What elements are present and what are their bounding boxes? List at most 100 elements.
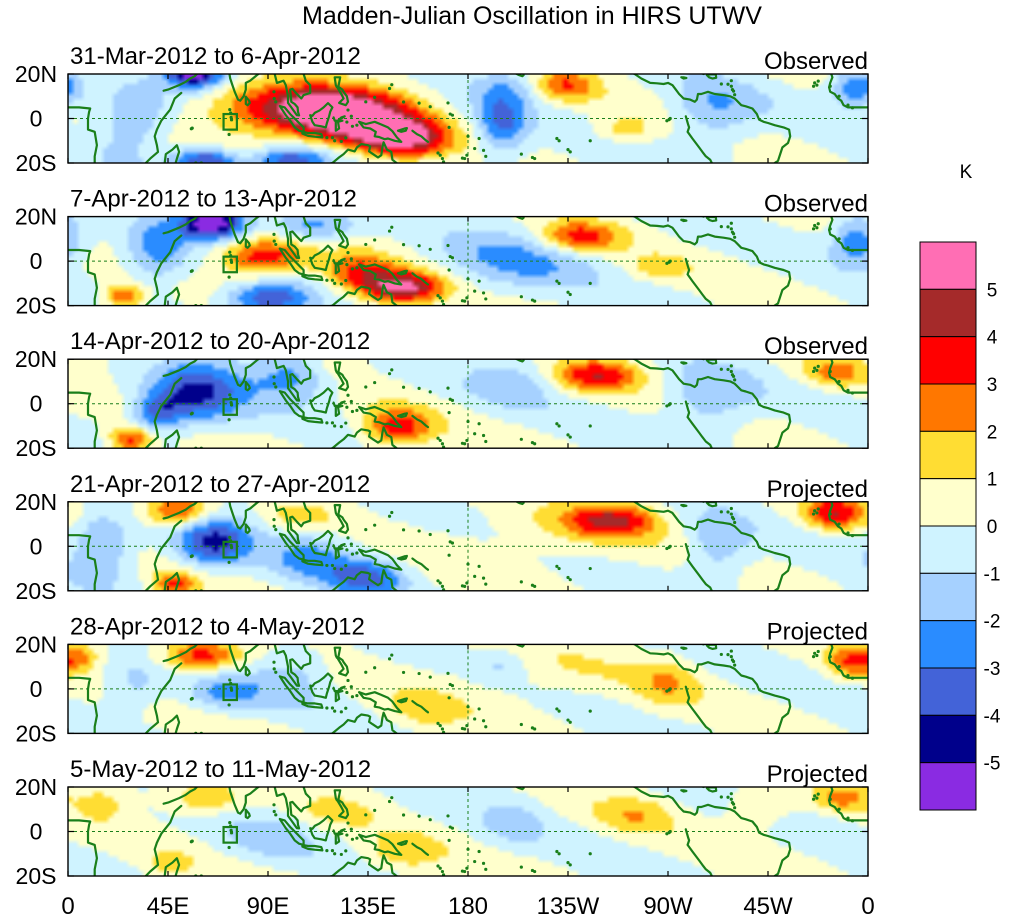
lon-tick-label: 135W: [537, 893, 600, 920]
island: [588, 424, 592, 428]
panel-label: Observed: [764, 48, 868, 75]
island: [447, 411, 451, 415]
coastline: [144, 804, 183, 876]
lat-tick-label: 0: [30, 819, 43, 845]
island: [815, 511, 819, 515]
coastline: [244, 808, 251, 820]
map-panels: 20N 0 20S 31-Mar-2012 to 6-Apr-2012 Observed…: [15, 43, 869, 889]
island: [473, 717, 477, 721]
coastline: [228, 216, 261, 245]
island: [481, 861, 486, 865]
lat-tick-label: 20N: [15, 631, 57, 657]
island: [272, 239, 276, 243]
island: [339, 282, 343, 286]
island: [813, 509, 817, 513]
coastline: [700, 501, 705, 503]
coastline: [327, 569, 399, 591]
island: [466, 705, 470, 709]
colorbar-tick-label: 4: [987, 328, 998, 349]
coastline: [327, 141, 399, 163]
island: [813, 81, 817, 85]
island: [229, 115, 233, 119]
island: [729, 649, 733, 653]
coastline: [309, 529, 334, 557]
island: [364, 100, 368, 104]
island: [816, 792, 820, 796]
island: [568, 292, 572, 297]
coastline: [358, 833, 403, 856]
panel-2: 20N 0 20S 7-Apr-2012 to 13-Apr-2012 Observed: [15, 186, 869, 319]
colorbar-tick-label: -3: [984, 659, 1001, 680]
island: [816, 507, 820, 511]
island: [344, 136, 348, 140]
island: [417, 529, 421, 533]
island: [566, 148, 570, 152]
island: [446, 671, 450, 675]
coastline: [332, 257, 346, 275]
island: [190, 126, 194, 130]
island: [274, 385, 278, 389]
island: [733, 806, 737, 810]
coastline: [680, 76, 688, 80]
island: [446, 101, 450, 105]
island: [436, 579, 440, 583]
island: [447, 696, 451, 700]
island: [850, 248, 855, 253]
coastline: [411, 842, 430, 856]
coastline: [684, 828, 713, 876]
panel-label: Projected: [767, 618, 868, 645]
coastline: [514, 359, 525, 363]
coastline: [700, 359, 705, 361]
coastline: [684, 115, 713, 163]
coastline: [514, 74, 525, 78]
coastline: [301, 701, 324, 709]
island: [731, 232, 736, 236]
longitude-axis: 0 45E 90E 135E 180 135W 90W 45W 0: [61, 893, 874, 920]
island: [446, 386, 450, 390]
island: [837, 237, 841, 241]
island: [729, 797, 733, 801]
coastline: [273, 359, 312, 402]
island: [390, 225, 394, 229]
island: [465, 153, 469, 157]
colorbar-swatch: [919, 762, 977, 811]
island: [533, 442, 537, 446]
island: [465, 438, 469, 443]
island: [350, 124, 355, 128]
coastline: [278, 247, 305, 276]
figure-title: Madden-Julian Oscillation in HIRS UTWV: [302, 2, 762, 30]
island: [325, 136, 329, 140]
coastline: [828, 501, 834, 517]
island: [729, 792, 733, 796]
coastline: [68, 534, 98, 591]
coastline: [680, 504, 688, 508]
island: [272, 803, 276, 807]
island: [665, 404, 669, 408]
panel-4: 20N 0 20S 21-Apr-2012 to 27-Apr-2012 Project…: [15, 471, 869, 604]
island: [846, 673, 850, 678]
island: [428, 247, 432, 251]
coastline: [333, 646, 350, 677]
lat-tick-label: 20N: [15, 489, 57, 515]
island: [811, 512, 816, 516]
island: [364, 670, 368, 674]
coastline: [631, 359, 792, 449]
coastline: [301, 416, 324, 424]
colorbar-swatch: [919, 620, 977, 669]
island: [333, 139, 337, 143]
island: [816, 649, 820, 654]
island: [272, 660, 276, 664]
coastline: [333, 504, 350, 534]
coastline: [162, 644, 198, 663]
island: [373, 238, 377, 242]
coastline: [631, 74, 792, 163]
island: [850, 106, 855, 110]
island: [665, 689, 669, 693]
island: [364, 242, 368, 247]
coastline: [828, 359, 834, 374]
island: [850, 676, 855, 680]
island: [813, 651, 817, 655]
coastline: [680, 646, 688, 650]
coastline: [273, 74, 312, 117]
island: [447, 125, 451, 129]
